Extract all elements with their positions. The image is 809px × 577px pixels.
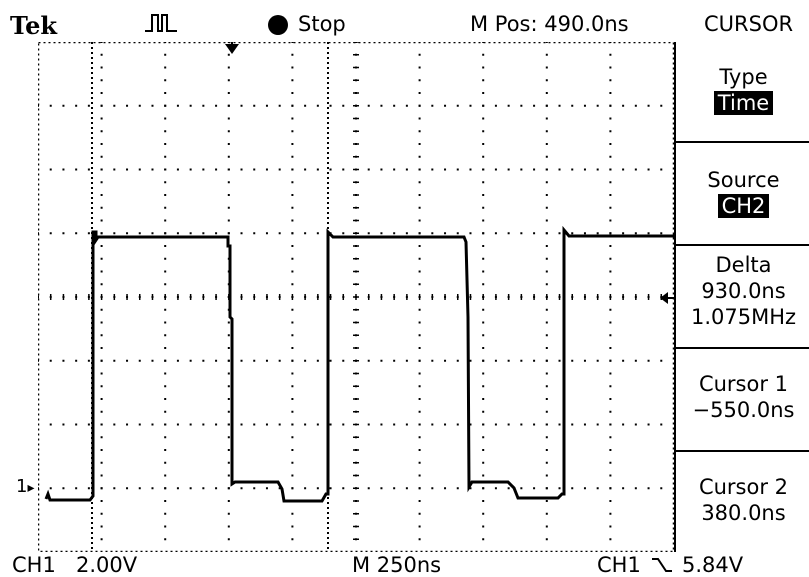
delta-readout: Delta 930.0ns 1.075MHz bbox=[676, 244, 809, 347]
m-position: M Pos: 490.0ns bbox=[470, 12, 629, 36]
type-button[interactable]: Type Time bbox=[676, 42, 809, 141]
delta-time: 930.0ns bbox=[701, 279, 786, 303]
pulse-waveform-icon bbox=[145, 14, 177, 32]
source-label: Source bbox=[707, 168, 780, 192]
run-state: Stop bbox=[298, 12, 346, 36]
source-button[interactable]: Source CH2 bbox=[676, 141, 809, 244]
delta-frequency: 1.075MHz bbox=[690, 305, 797, 329]
cursor2-value: 380.0ns bbox=[701, 501, 786, 525]
brand-logo: Tek bbox=[10, 11, 58, 40]
status-bar: Tek Stop M Pos: 490.0ns CURSOR bbox=[0, 0, 809, 42]
cursor-side-menu: Type Time Source CH2 Delta 930.0ns 1.075… bbox=[674, 42, 809, 552]
delta-label: Delta bbox=[715, 253, 772, 277]
waveform-display bbox=[38, 42, 674, 552]
cursor1-button[interactable]: Cursor 1 −550.0ns bbox=[676, 347, 809, 450]
cursor2-button[interactable]: Cursor 2 380.0ns bbox=[676, 450, 809, 552]
cursor1-value: −550.0ns bbox=[692, 398, 795, 422]
trigger-level-icon bbox=[660, 292, 675, 304]
timebase: M 250ns bbox=[352, 553, 442, 577]
type-value: Time bbox=[713, 91, 774, 115]
trigger-level: 5.84V bbox=[682, 553, 744, 577]
volts-per-div: 2.00V bbox=[76, 553, 138, 577]
cursor2-label: Cursor 2 bbox=[698, 475, 789, 499]
ch1-ground-marker: 1▸ bbox=[16, 476, 35, 497]
ch1-waveform bbox=[44, 225, 674, 503]
channel-label: CH1 bbox=[12, 553, 56, 577]
run-state-icon bbox=[268, 15, 288, 35]
source-value: CH2 bbox=[717, 194, 770, 218]
type-label: Type bbox=[719, 65, 768, 89]
bottom-status-bar: CH1 2.00V M 250ns CH1 5.84V bbox=[0, 552, 809, 577]
cursor1-label: Cursor 1 bbox=[698, 372, 789, 396]
falling-edge-icon bbox=[652, 558, 672, 572]
menu-title: CURSOR bbox=[704, 12, 794, 36]
trigger-source: CH1 bbox=[597, 553, 641, 577]
trigger-position-icon bbox=[225, 42, 239, 54]
graticule bbox=[38, 42, 674, 552]
